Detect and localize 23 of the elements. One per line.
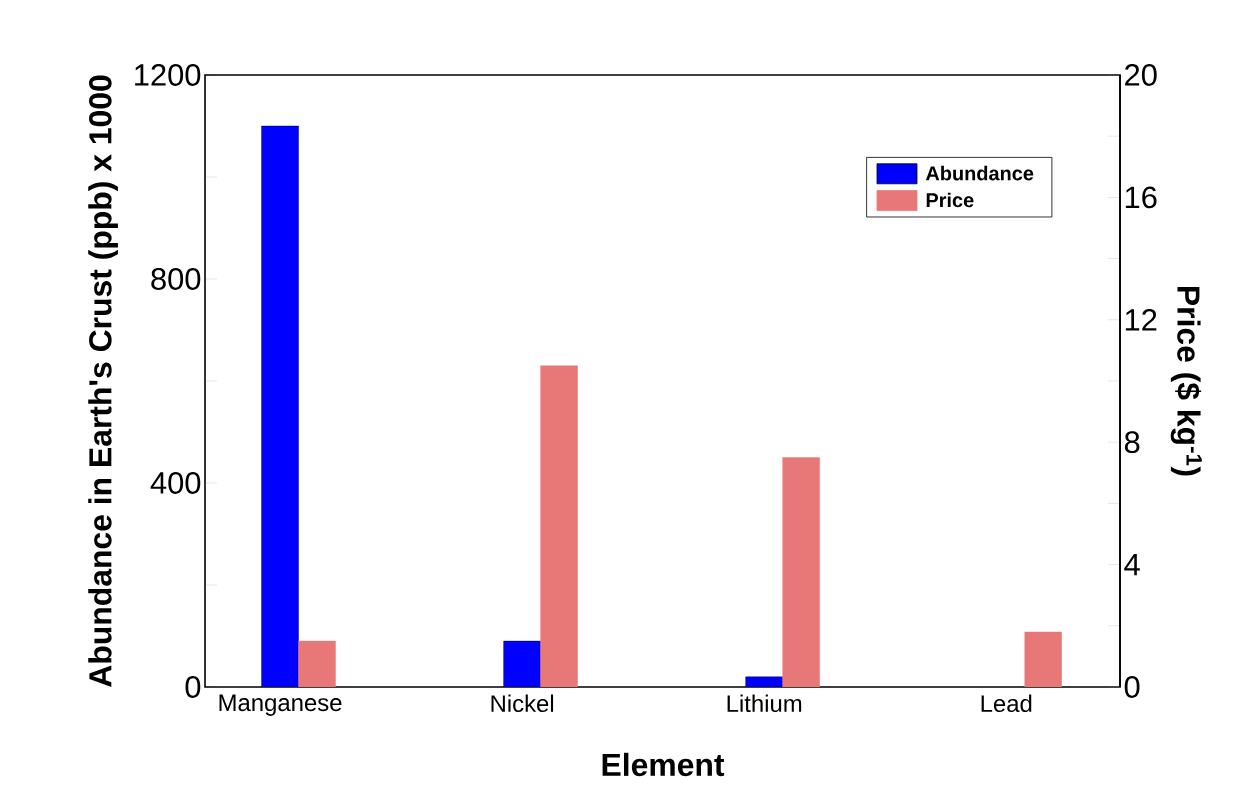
legend-label: Price xyxy=(926,192,974,208)
y2-tick-label: 0 xyxy=(1124,676,1140,698)
y-tick-label: 400 xyxy=(150,472,201,494)
y-tick-label: 0 xyxy=(185,676,201,698)
y2-tick-label: 4 xyxy=(1124,553,1140,576)
x-tick-label: Manganese xyxy=(219,694,342,716)
y2-tick-label: 20 xyxy=(1125,64,1157,86)
legend-label: Abundance xyxy=(925,165,1034,181)
bar xyxy=(1024,631,1062,687)
y2-tick-label: 12 xyxy=(1125,309,1157,331)
y-tick-label: 1200 xyxy=(135,64,201,86)
y2-axis-title: Price ($ kg$^{-1}$) xyxy=(1170,287,1202,476)
x-tick-label: Nickel xyxy=(491,694,554,713)
y2-tick-label: 16 xyxy=(1125,186,1157,209)
y-axis-title: Abundance in Earth's Crust (ppb) x 1000 xyxy=(88,75,118,687)
x-tick-label: Lithium xyxy=(727,694,802,713)
x-tick-label: Lead xyxy=(981,694,1032,713)
y-tick-label: 800 xyxy=(151,268,201,290)
bar xyxy=(540,365,578,687)
y2-tick-label: 8 xyxy=(1124,431,1140,454)
bar xyxy=(782,457,820,687)
x-axis-title: Element xyxy=(602,752,725,777)
bar xyxy=(298,640,336,687)
